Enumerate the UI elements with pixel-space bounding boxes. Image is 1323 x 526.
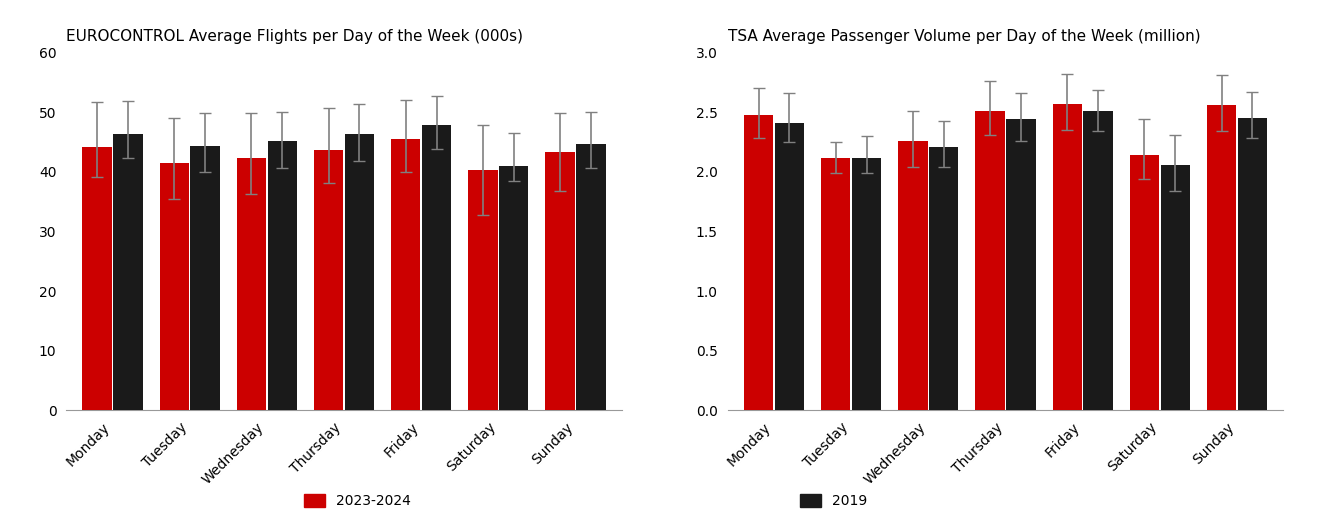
Bar — [468, 170, 497, 410]
Bar — [822, 157, 851, 410]
Bar — [267, 141, 296, 410]
Bar — [345, 134, 374, 410]
Bar — [1053, 104, 1082, 410]
Bar — [499, 166, 528, 410]
Bar — [392, 139, 421, 410]
Bar — [744, 115, 773, 410]
Bar — [1160, 165, 1189, 410]
Bar — [898, 141, 927, 410]
Bar — [82, 147, 111, 410]
Bar — [1084, 111, 1113, 410]
Bar — [1207, 105, 1236, 410]
Bar — [545, 152, 574, 410]
Bar — [577, 145, 606, 410]
Bar — [975, 111, 1004, 410]
Bar — [191, 146, 220, 410]
Bar — [1007, 119, 1036, 410]
Text: EUROCONTROL Average Flights per Day of the Week (000s): EUROCONTROL Average Flights per Day of t… — [66, 29, 523, 45]
Legend: 2019: 2019 — [794, 489, 873, 514]
Bar — [1130, 155, 1159, 410]
Bar — [114, 134, 143, 410]
Text: TSA Average Passenger Volume per Day of the Week (million): TSA Average Passenger Volume per Day of … — [728, 29, 1200, 45]
Bar — [929, 147, 958, 410]
Legend: 2023-2024: 2023-2024 — [298, 489, 417, 514]
Bar — [237, 158, 266, 410]
Bar — [852, 157, 881, 410]
Bar — [775, 123, 804, 410]
Bar — [1238, 118, 1267, 410]
Bar — [160, 163, 189, 410]
Bar — [422, 125, 451, 410]
Bar — [314, 150, 343, 410]
